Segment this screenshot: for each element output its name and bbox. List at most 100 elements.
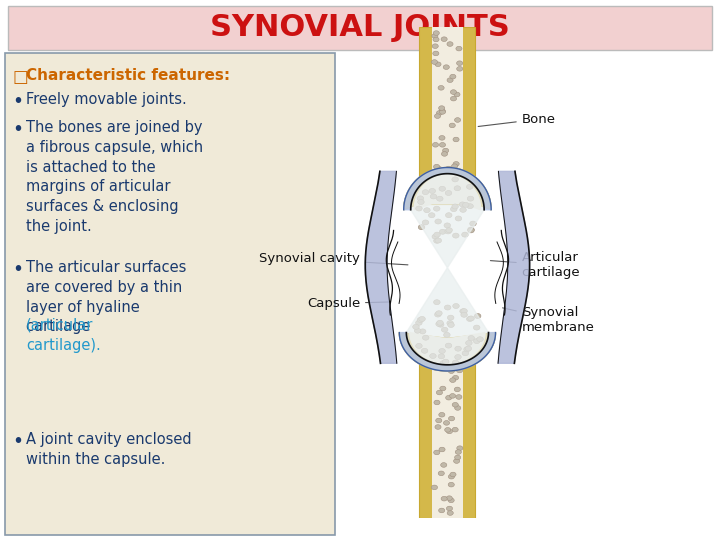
Text: Articular
cartilage: Articular cartilage	[490, 251, 580, 279]
Ellipse shape	[435, 312, 441, 317]
Text: A joint cavity enclosed
within the capsule.: A joint cavity enclosed within the capsu…	[26, 432, 192, 467]
Ellipse shape	[474, 325, 480, 330]
Ellipse shape	[435, 238, 441, 243]
Ellipse shape	[474, 339, 480, 343]
Ellipse shape	[468, 316, 474, 321]
Ellipse shape	[447, 190, 453, 194]
Ellipse shape	[433, 206, 440, 211]
Ellipse shape	[422, 220, 429, 225]
Ellipse shape	[418, 225, 425, 230]
Ellipse shape	[436, 111, 443, 115]
Text: •: •	[12, 260, 23, 279]
Ellipse shape	[468, 335, 474, 341]
Ellipse shape	[436, 310, 442, 316]
Ellipse shape	[433, 31, 439, 35]
Ellipse shape	[469, 221, 476, 226]
Polygon shape	[400, 333, 495, 371]
Polygon shape	[406, 174, 489, 365]
Polygon shape	[420, 27, 475, 204]
Ellipse shape	[445, 343, 451, 348]
Ellipse shape	[451, 207, 457, 212]
Ellipse shape	[449, 474, 454, 479]
Polygon shape	[400, 333, 495, 371]
Polygon shape	[414, 175, 481, 210]
Ellipse shape	[446, 496, 452, 501]
Ellipse shape	[436, 321, 442, 327]
Ellipse shape	[441, 327, 448, 332]
Ellipse shape	[447, 345, 454, 349]
Ellipse shape	[447, 42, 453, 46]
Ellipse shape	[477, 337, 483, 342]
Ellipse shape	[453, 137, 459, 142]
Ellipse shape	[451, 96, 456, 101]
Ellipse shape	[456, 66, 463, 71]
Ellipse shape	[433, 450, 440, 455]
Ellipse shape	[459, 202, 466, 207]
Ellipse shape	[448, 482, 454, 487]
Ellipse shape	[444, 65, 449, 70]
Ellipse shape	[441, 496, 447, 501]
Ellipse shape	[449, 416, 454, 421]
Ellipse shape	[439, 447, 445, 452]
Ellipse shape	[450, 378, 456, 382]
Ellipse shape	[441, 178, 447, 183]
Ellipse shape	[443, 349, 449, 354]
Ellipse shape	[446, 506, 453, 511]
Ellipse shape	[429, 188, 436, 193]
Ellipse shape	[440, 187, 446, 191]
Text: Characteristic features:: Characteristic features:	[26, 68, 230, 83]
Ellipse shape	[454, 406, 461, 410]
Ellipse shape	[448, 498, 454, 503]
Ellipse shape	[446, 429, 452, 434]
Ellipse shape	[415, 343, 422, 348]
Polygon shape	[498, 171, 530, 363]
Ellipse shape	[454, 387, 460, 392]
Ellipse shape	[448, 322, 454, 327]
Ellipse shape	[432, 44, 438, 49]
Ellipse shape	[468, 227, 474, 232]
Ellipse shape	[456, 61, 463, 65]
Ellipse shape	[446, 213, 452, 218]
Ellipse shape	[468, 228, 474, 233]
Ellipse shape	[455, 216, 462, 221]
Ellipse shape	[454, 118, 461, 122]
Ellipse shape	[436, 166, 442, 171]
Text: Capsule: Capsule	[307, 297, 390, 310]
Ellipse shape	[431, 60, 438, 64]
Ellipse shape	[433, 51, 439, 56]
Ellipse shape	[443, 148, 449, 153]
Ellipse shape	[430, 194, 437, 199]
Ellipse shape	[413, 325, 419, 329]
Ellipse shape	[456, 395, 462, 399]
Ellipse shape	[436, 418, 442, 423]
Ellipse shape	[456, 351, 462, 356]
Text: Freely movable joints.: Freely movable joints.	[26, 92, 186, 107]
Ellipse shape	[430, 354, 436, 359]
Text: •: •	[12, 120, 23, 139]
Text: The bones are joined by
a fibrous capsule, which
is attached to the
margins of a: The bones are joined by a fibrous capsul…	[26, 120, 203, 234]
Text: •: •	[12, 92, 23, 111]
Ellipse shape	[438, 106, 445, 110]
Ellipse shape	[453, 233, 459, 238]
Ellipse shape	[447, 321, 454, 326]
Ellipse shape	[454, 455, 461, 460]
Ellipse shape	[460, 309, 467, 314]
Ellipse shape	[438, 508, 445, 513]
Ellipse shape	[454, 358, 460, 362]
Ellipse shape	[436, 361, 441, 365]
Text: Synovial
membrane: Synovial membrane	[503, 306, 595, 334]
Polygon shape	[420, 342, 475, 518]
Ellipse shape	[467, 204, 473, 208]
Ellipse shape	[451, 185, 458, 190]
Ellipse shape	[447, 168, 454, 173]
Ellipse shape	[451, 164, 458, 168]
Ellipse shape	[444, 421, 449, 425]
Ellipse shape	[444, 305, 451, 310]
Ellipse shape	[417, 318, 424, 322]
Ellipse shape	[434, 400, 440, 405]
Ellipse shape	[438, 322, 444, 327]
Ellipse shape	[445, 428, 451, 432]
Ellipse shape	[445, 191, 451, 195]
Ellipse shape	[421, 348, 428, 353]
Ellipse shape	[467, 316, 473, 321]
